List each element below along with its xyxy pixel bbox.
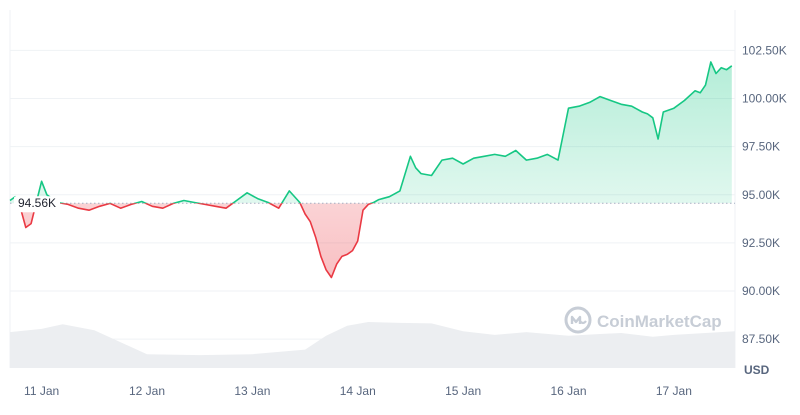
x-tick-label: 17 Jan xyxy=(656,384,692,398)
price-lines xyxy=(9,61,733,279)
area-below-baseline xyxy=(18,203,372,278)
watermark-text: CoinMarketCap xyxy=(597,312,722,331)
baseline-marker: 94.56K xyxy=(14,196,60,213)
currency-unit-label: USD xyxy=(744,363,770,377)
x-tick-label: 14 Jan xyxy=(340,384,376,398)
y-tick-label: 102.50K xyxy=(742,43,787,57)
volume-shape xyxy=(10,322,735,368)
y-tick-label: 100.00K xyxy=(742,92,787,106)
area-above-baseline xyxy=(10,62,732,204)
price-area-fills xyxy=(10,62,732,278)
x-tick-label: 16 Jan xyxy=(550,384,586,398)
x-axis: 11 Jan 12 Jan 13 Jan 14 Jan 15 Jan 16 Jan 17 J… xyxy=(24,384,692,398)
x-tick-label: 12 Jan xyxy=(129,384,165,398)
x-tick-label: 13 Jan xyxy=(234,384,270,398)
y-tick-label: 87.50K xyxy=(742,332,780,346)
y-axis: 87.50K 90.00K 92.50K 95.00K 97.50K 100.00K 102… xyxy=(742,43,787,346)
grid-lines xyxy=(9,10,736,368)
x-tick-label: 11 Jan xyxy=(24,384,59,398)
y-tick-label: 95.00K xyxy=(742,188,780,202)
volume-area xyxy=(10,322,735,368)
baseline-price-label: 94.56K xyxy=(18,196,56,210)
price-line-down xyxy=(17,203,374,279)
coinmarketcap-watermark: CoinMarketCap xyxy=(564,306,722,334)
x-tick-label: 15 Jan xyxy=(445,384,481,398)
y-tick-label: 97.50K xyxy=(742,140,780,154)
coinmarketcap-logo-icon xyxy=(564,306,592,334)
y-tick-label: 92.50K xyxy=(742,236,780,250)
y-tick-label: 90.00K xyxy=(742,284,780,298)
price-line-up xyxy=(9,61,733,204)
